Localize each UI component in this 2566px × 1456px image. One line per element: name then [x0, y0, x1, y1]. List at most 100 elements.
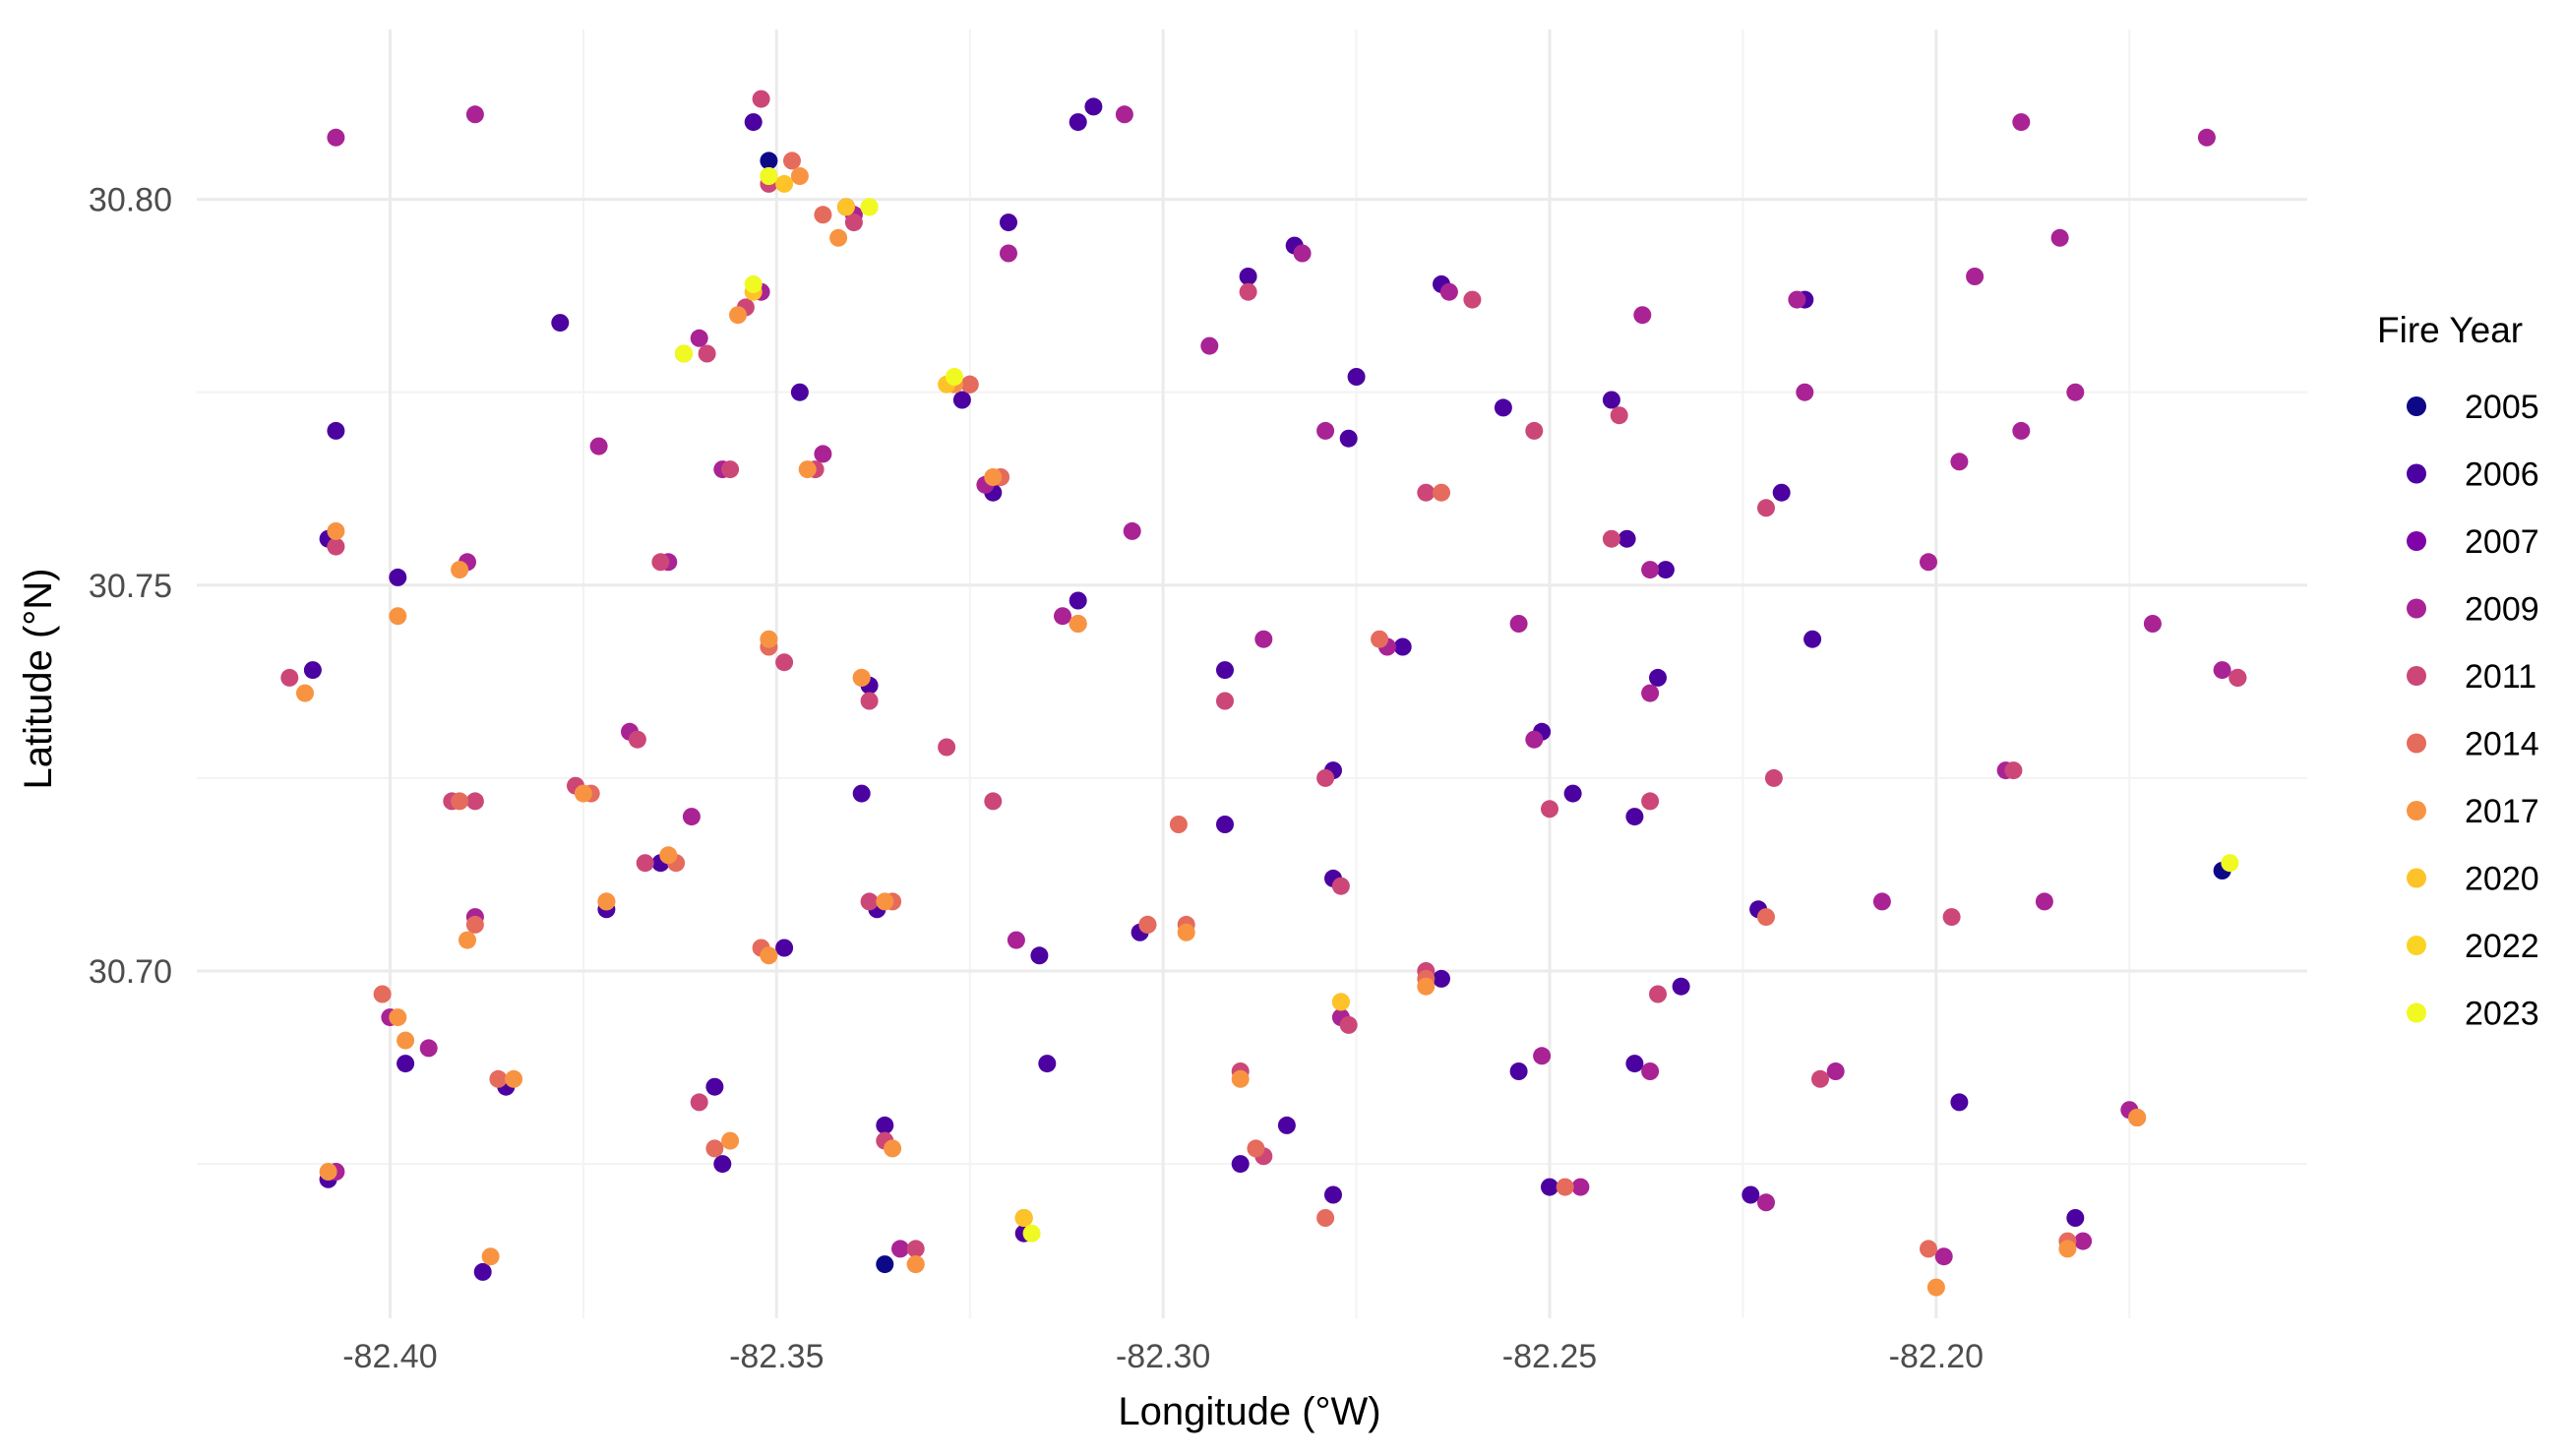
data-point-2020 [775, 174, 794, 193]
x-axis-title: Longitude (°W) [1118, 1390, 1380, 1433]
data-point-2006 [952, 391, 971, 409]
data-point-2020 [1331, 993, 1350, 1011]
data-point-2009 [1920, 553, 1937, 572]
data-point-2017 [906, 1255, 925, 1274]
data-point-2020 [1014, 1209, 1033, 1227]
data-point-2006 [775, 939, 794, 957]
data-point-2009 [327, 128, 345, 147]
data-point-2009 [465, 105, 484, 124]
data-point-2006 [1000, 213, 1017, 232]
data-point-2014 [489, 1069, 508, 1088]
x-tick-label: -82.40 [342, 1338, 437, 1375]
data-point-2006 [1216, 816, 1234, 833]
data-point-2006 [852, 784, 871, 803]
data-point-2011 [938, 738, 956, 757]
data-point-2009 [1525, 730, 1544, 749]
data-point-2011 [1942, 908, 1961, 927]
data-point-2009 [1796, 383, 1814, 401]
data-point-2009 [2197, 128, 2216, 147]
data-point-2011 [860, 892, 879, 911]
data-point-2006 [473, 1262, 492, 1281]
data-point-2009 [2213, 661, 2231, 680]
data-point-2014 [783, 152, 801, 170]
data-point-2023 [675, 344, 693, 363]
data-point-2014 [705, 1139, 724, 1158]
y-tick-label: 30.80 [89, 182, 172, 219]
data-point-2009 [1966, 268, 1985, 285]
data-point-2017 [984, 468, 1003, 486]
legend-label: 2020 [2465, 861, 2539, 898]
data-point-2011 [1525, 421, 1544, 440]
data-point-2009 [891, 1240, 909, 1258]
data-point-2011 [2229, 668, 2247, 687]
data-point-2009 [1641, 561, 1660, 579]
data-point-2011 [906, 1240, 925, 1258]
data-point-2011 [698, 344, 716, 363]
data-point-2006 [327, 421, 345, 440]
data-point-2006 [1347, 368, 1366, 386]
data-point-2017 [1417, 977, 1436, 996]
data-point-2006 [1625, 808, 1644, 826]
legend-key-2006 [2407, 463, 2426, 484]
data-point-2017 [389, 1008, 407, 1027]
data-point-2006 [1239, 268, 1257, 285]
data-point-2006 [1541, 1178, 1558, 1196]
data-point-2023 [1022, 1224, 1041, 1243]
data-point-2017 [1231, 1069, 1250, 1088]
data-point-2009 [1788, 290, 1806, 309]
data-point-2014 [1433, 483, 1450, 502]
data-point-2009 [2035, 892, 2053, 911]
data-point-2017 [852, 668, 871, 687]
data-point-2009 [1571, 1178, 1590, 1196]
data-point-2017 [884, 1139, 902, 1158]
data-point-2011 [984, 792, 1003, 811]
data-point-2011 [752, 90, 770, 108]
data-point-2014 [1316, 1209, 1335, 1227]
data-point-2017 [389, 607, 407, 626]
data-point-2006 [1277, 1116, 1296, 1134]
data-point-2009 [1200, 336, 1219, 355]
legend-key-2017 [2407, 801, 2426, 820]
data-point-2014 [1138, 915, 1157, 934]
data-point-2023 [946, 368, 963, 386]
data-point-2009 [2050, 228, 2069, 247]
data-point-2014 [814, 206, 832, 224]
data-point-2017 [798, 460, 817, 479]
data-point-2011 [1602, 529, 1620, 548]
legend-key-2020 [2407, 868, 2426, 888]
data-point-2006 [1038, 1055, 1057, 1073]
data-point-2011 [860, 692, 879, 710]
data-point-2017 [876, 892, 894, 911]
data-point-2017 [1177, 923, 1195, 941]
data-point-2011 [651, 553, 670, 572]
data-point-2006 [713, 1155, 732, 1174]
data-point-2017 [319, 1163, 337, 1181]
data-point-2017 [597, 892, 616, 911]
data-point-2023 [2221, 854, 2239, 873]
data-point-2011 [1541, 800, 1558, 819]
data-point-2011 [636, 854, 654, 873]
data-point-2014 [1920, 1240, 1937, 1258]
data-point-2017 [574, 784, 592, 803]
data-point-2011 [2004, 761, 2023, 780]
data-point-2006 [1649, 668, 1667, 687]
y-axis-tick-labels: 30.70 30.75 30.80 [89, 182, 172, 991]
data-point-2011 [1331, 877, 1350, 895]
data-point-2006 [1772, 483, 1791, 502]
legend-label: 2011 [2465, 658, 2536, 696]
data-point-2017 [458, 931, 476, 949]
data-point-2011 [1417, 483, 1436, 502]
major-gridlines [197, 30, 2307, 1318]
data-point-2009 [2143, 615, 2162, 633]
legend: Fire Year 2005 2006 2007 2009 2011 2014 2017 20… [2377, 310, 2539, 1033]
data-point-2017 [1926, 1278, 1945, 1297]
data-point-2006 [1069, 591, 1087, 610]
data-point-2014 [1371, 630, 1389, 648]
data-point-2017 [481, 1247, 500, 1266]
data-point-2006 [705, 1077, 724, 1096]
data-point-2009 [1123, 521, 1141, 540]
data-point-2009 [1316, 421, 1335, 440]
data-point-2017 [505, 1069, 523, 1088]
data-point-2011 [1216, 692, 1234, 710]
